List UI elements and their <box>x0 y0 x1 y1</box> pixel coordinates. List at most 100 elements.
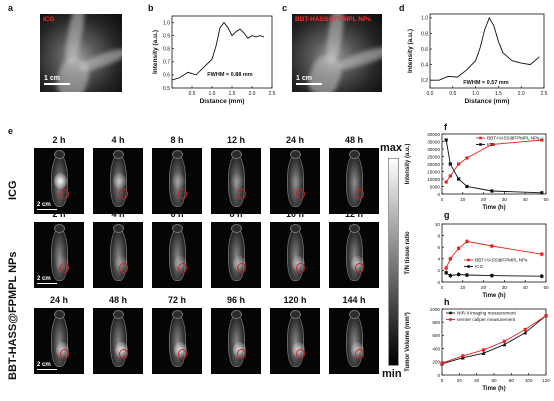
plot-frame <box>171 15 273 89</box>
scalebar-label: 2 cm <box>37 276 51 282</box>
x-tick-label: 2.0 <box>249 91 256 97</box>
mouse-image <box>270 148 320 214</box>
data-point <box>490 244 494 248</box>
series-line <box>445 139 542 194</box>
scalebar <box>44 83 70 85</box>
time-label: 144 h <box>342 295 366 305</box>
y-tick-label: 0 <box>437 192 440 197</box>
scalebar <box>37 368 57 370</box>
time-label: 12 h <box>344 209 363 219</box>
data-point <box>457 162 461 166</box>
legend-marker <box>479 143 482 146</box>
time-label: 72 h <box>167 295 186 305</box>
legend-marker <box>467 258 470 262</box>
y-axis-label: Intensity (a.u.) <box>152 30 159 74</box>
time-label: 120 h <box>283 295 307 305</box>
x-tick-label: 50 <box>543 285 549 290</box>
scalebar-label: 1 cm <box>44 75 60 82</box>
data-point <box>448 257 452 261</box>
y-tick-label: 6 <box>437 245 440 250</box>
image-tag: ICG <box>43 16 55 23</box>
data-point <box>444 180 448 184</box>
y-tick-label: 2 <box>437 268 440 273</box>
y-tick-label: 0.2 <box>421 78 428 84</box>
x-axis-label: Distance (mm) <box>465 98 510 105</box>
data-point <box>444 271 448 275</box>
y-axis-label: Tumor Volume (mm³) <box>404 312 411 371</box>
data-point <box>457 246 461 250</box>
x-tick-label: 60 <box>491 378 497 383</box>
x-tick-label: 0 <box>441 285 444 290</box>
scalebar <box>296 83 322 85</box>
colorbar-min-label: min <box>382 368 402 380</box>
y-tick-label: 1000 <box>430 307 441 312</box>
time-label: 24 h <box>285 135 304 145</box>
panel-label-h: h <box>444 297 450 307</box>
scalebar-label: 2 cm <box>37 202 51 208</box>
data-point <box>461 354 465 358</box>
scalebar <box>37 208 57 210</box>
x-axis-label: Distance (mm) <box>200 98 245 105</box>
y-tick-label: 0.6 <box>163 73 170 79</box>
y-tick-label: 15000 <box>427 169 440 174</box>
profile-line <box>171 21 265 81</box>
legend-label: ICG <box>487 142 496 147</box>
x-tick-label: 10 <box>460 285 466 290</box>
time-label: 12 h <box>226 135 245 145</box>
data-point <box>540 191 544 195</box>
data-point <box>440 361 444 365</box>
x-tick-label: 40 <box>523 285 529 290</box>
data-point <box>490 142 494 147</box>
y-tick-label: 0.8 <box>421 31 428 37</box>
y-tick-label: 8 <box>437 233 440 238</box>
y-tick-label: 0 <box>437 373 440 378</box>
data-point <box>540 252 544 256</box>
x-axis-label: Time (h) <box>482 293 505 299</box>
panel-label-e: e <box>8 126 14 136</box>
series-line <box>445 272 542 277</box>
data-point <box>490 189 494 193</box>
row-label-icg: ICG <box>7 180 19 200</box>
legend-marker <box>449 311 452 315</box>
x-axis-label: Time (h) <box>482 205 505 211</box>
panel-label-b: b <box>148 3 154 13</box>
mouse-image <box>93 148 143 214</box>
x-tick-label: 100 <box>525 378 533 383</box>
legend-label: vernier caliper measurement <box>457 317 516 322</box>
y-tick-label: 600 <box>432 333 440 338</box>
y-tick-label: 0.9 <box>163 33 170 39</box>
data-point <box>523 330 528 335</box>
icg-vessel-image: ICG 1 cm <box>40 14 122 92</box>
data-point <box>523 327 527 332</box>
mouse-image: 2 cm <box>34 148 84 214</box>
y-tick-label: 0.5 <box>163 86 170 92</box>
time-label: 48 h <box>108 295 127 305</box>
time-label: 8 h <box>170 135 184 145</box>
x-tick-label: 0.0 <box>427 91 434 97</box>
chart-d: 0.0 0.5 1.0 1.5 2.0 2.50.20.40.60.81.0Distanc… <box>407 13 548 105</box>
data-point <box>465 239 469 243</box>
mouse-image <box>93 308 143 374</box>
y-axis-label: Intensity (a.u.) <box>407 29 414 73</box>
nps-vessel-image: BBT-HASS@FPMPL NPs 1 cm <box>292 14 382 92</box>
data-point <box>544 314 548 318</box>
mouse-image: 2 cm <box>34 308 84 374</box>
mouse-image <box>329 308 379 374</box>
colorbar-max-label: max <box>380 142 403 154</box>
data-point <box>457 272 461 277</box>
data-point <box>465 184 469 189</box>
legend-marker <box>479 136 482 140</box>
legend-label: ICG <box>475 264 484 269</box>
mouse-image <box>329 148 379 214</box>
x-tick-label: 80 <box>509 378 515 383</box>
data-point <box>460 355 465 360</box>
time-label: 10 h <box>285 209 304 219</box>
x-tick-label: 1.5 <box>495 91 502 97</box>
x-tick-label: 0.5 <box>189 91 196 97</box>
series-line <box>445 240 542 269</box>
y-tick-label: 1.0 <box>421 16 428 22</box>
y-tick-label: 200 <box>432 360 440 365</box>
mouse-image <box>211 308 261 374</box>
x-tick-label: 40 <box>474 378 480 383</box>
time-label: 48 h <box>344 135 363 145</box>
